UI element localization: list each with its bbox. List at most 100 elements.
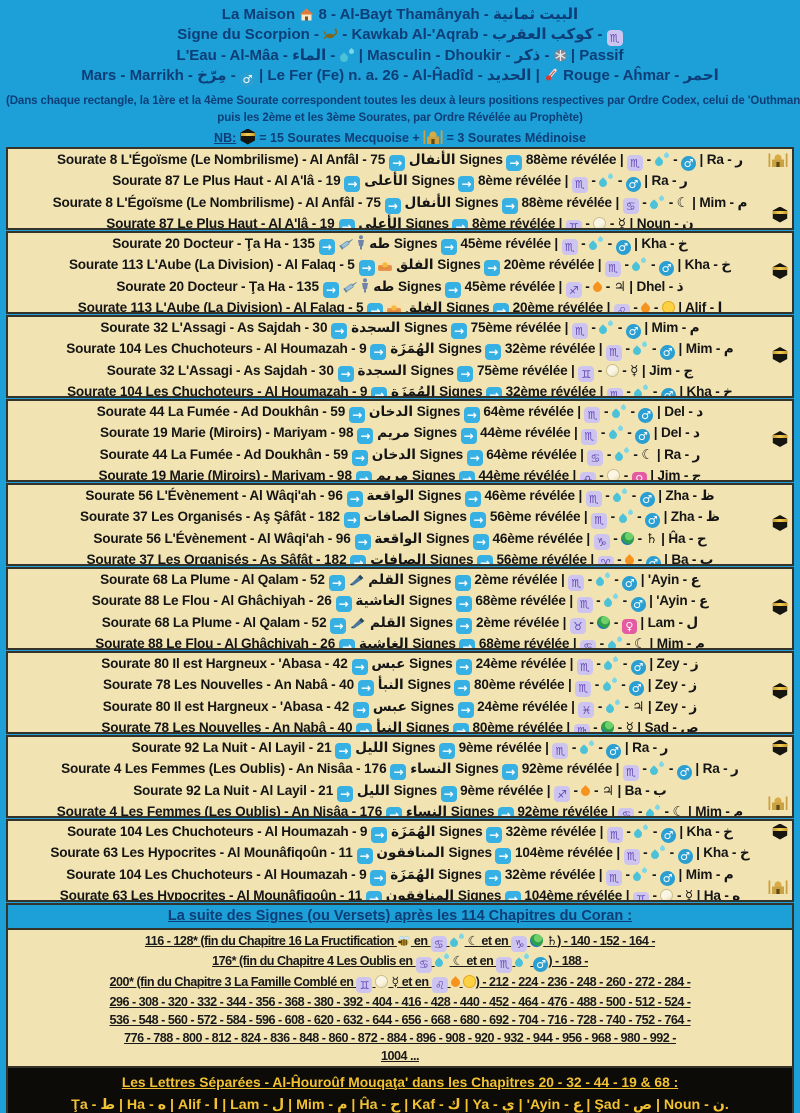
text-run: - bbox=[639, 845, 652, 860]
arrow-icon: → bbox=[493, 303, 510, 312]
earth-icon bbox=[597, 615, 611, 629]
corner-mosque-icon bbox=[768, 879, 788, 897]
letter-label: | Noun - ن bbox=[625, 216, 694, 230]
sourate-title: Sourate 4 Les Femmes (Les Oublis) - An N… bbox=[61, 761, 452, 776]
text-run: - bbox=[649, 823, 661, 839]
arrow-icon: → bbox=[349, 406, 366, 423]
zodiac-leo: ♌ bbox=[613, 303, 630, 312]
arrow-icon: → bbox=[464, 490, 481, 507]
arrow-icon: → bbox=[457, 701, 474, 718]
text-run: - bbox=[660, 804, 673, 818]
mars-icon: ♂ bbox=[622, 575, 638, 591]
arrow-icon: → bbox=[346, 490, 363, 507]
water-icon bbox=[615, 448, 630, 461]
numbers-block: 116 - 128* (fin du Chapitre 16 La Fructi… bbox=[6, 927, 794, 1068]
zodiac-scorpio: ♏ bbox=[623, 848, 640, 865]
text-run: - bbox=[649, 384, 661, 398]
mars-icon: ♂ bbox=[660, 827, 676, 843]
bee-icon bbox=[397, 935, 411, 947]
zodiac-gemini: ♊ bbox=[632, 891, 649, 900]
header-line-2: Signe du Scorpion - - Kawkab Al-'Aqrab -… bbox=[6, 25, 794, 46]
letter-label: | Jim - ج bbox=[638, 362, 694, 378]
revelee-order: 32ème révélée | bbox=[501, 866, 606, 882]
sourate-row: Sourate 37 Les Organisés - Aş Şâfât - ال… bbox=[8, 550, 792, 566]
arrow-icon: → bbox=[328, 574, 345, 591]
signes-count: 59 Signes bbox=[333, 446, 467, 462]
suite-band: La suite des Signes (ou Versets) après l… bbox=[6, 902, 794, 928]
revelee-order: 68ème révélée | bbox=[475, 636, 581, 650]
signes-count: 30 Signes bbox=[312, 319, 452, 335]
text-run: - bbox=[650, 300, 662, 314]
text-run: Signe du Scorpion - bbox=[177, 25, 324, 43]
mars-icon: ♂ bbox=[629, 681, 645, 696]
letter-label: | Ra - ر bbox=[695, 151, 744, 167]
signes-count: 5 Signes bbox=[356, 300, 494, 314]
sourate-row: Sourate 68 La Plume - Al Qalam - القلم →… bbox=[8, 570, 792, 591]
water-icon bbox=[340, 49, 355, 62]
text-run: - bbox=[621, 341, 634, 356]
letter-label: | Del - د bbox=[653, 403, 704, 419]
kaaba-icon bbox=[772, 823, 788, 840]
scorpion-icon bbox=[323, 27, 338, 41]
zodiac-pisces: ♓ bbox=[578, 702, 595, 718]
sourate-title: Sourate 19 Marie (Miroirs) - Mariyam - م… bbox=[98, 468, 409, 482]
mosque-icon bbox=[423, 129, 443, 144]
arrow-icon: → bbox=[356, 848, 373, 864]
arrow-icon: → bbox=[343, 512, 360, 528]
revelee-order: 45ème révélée | bbox=[456, 235, 562, 251]
sourate-row: Sourate 4 Les Femmes (Les Oublis) - An N… bbox=[8, 802, 792, 818]
underlined-label: NB: bbox=[214, 130, 237, 145]
letter-label: | Kha - خ bbox=[675, 823, 733, 839]
text-run: - bbox=[614, 319, 626, 335]
number-line-3: 200* (fin du Chapitre 3 La Famille Combl… bbox=[8, 973, 792, 993]
revelee-order: 20ème révélée | bbox=[509, 300, 614, 314]
arrow-icon: → bbox=[330, 617, 347, 634]
water-icon bbox=[599, 174, 614, 187]
water-icon bbox=[606, 700, 621, 713]
sourate-title: Sourate 37 Les Organisés - Aş Şâfât - ال… bbox=[80, 509, 420, 524]
water-icon bbox=[604, 594, 619, 607]
text-run: - bbox=[614, 720, 626, 734]
letter-label: | Zha - ظ bbox=[660, 509, 721, 524]
arrow-icon: → bbox=[337, 365, 354, 382]
signes-count: 42 Signes bbox=[334, 698, 458, 714]
arrow-icon: → bbox=[502, 764, 519, 780]
arrow-icon: → bbox=[451, 322, 468, 339]
sourate-title: Sourate 92 La Nuit - Al Layil - الليل bbox=[131, 739, 389, 755]
mars-icon: ♂ bbox=[680, 155, 696, 171]
zodiac-scorpio: ♏ bbox=[605, 870, 622, 886]
air-icon bbox=[660, 889, 674, 900]
sourate-row: Sourate 8 L'Égoïsme (Le Nombrilisme) - A… bbox=[8, 150, 792, 171]
mars-icon: ♂ bbox=[630, 659, 646, 675]
corner-kaaba-icon bbox=[772, 599, 788, 617]
zodiac-scorpio: ♏ bbox=[552, 743, 569, 759]
arrow-icon: → bbox=[335, 596, 352, 612]
jupiter-icon: ♃ bbox=[613, 278, 626, 295]
sourate-rectangles: Sourate 8 L'Égoïsme (Le Nombrilisme) - A… bbox=[6, 146, 794, 902]
revelee-order: 56ème révélée | bbox=[492, 552, 598, 566]
mars-icon: ♂ bbox=[625, 323, 641, 339]
revelee-order: 8ème révélée | bbox=[468, 216, 566, 230]
signes-count: 98 Signes bbox=[338, 425, 461, 440]
sourate-rectangle-5: Sourate 56 L'Évènement - Al Wâqi'ah - ال… bbox=[6, 482, 794, 566]
corner-kaaba-icon bbox=[772, 431, 788, 449]
text-run: - bbox=[638, 761, 651, 776]
letter-label: | 'Ayin - ع bbox=[645, 593, 709, 608]
sourate-title: Sourate 20 Docteur - Ţa Ha - طه bbox=[112, 235, 391, 251]
text-run: - bbox=[634, 552, 646, 566]
text-run: Rouge - Aĥmar - احمر bbox=[558, 66, 719, 84]
arrow-icon: → bbox=[350, 555, 367, 564]
text-run: - bbox=[617, 677, 630, 692]
sourate-row: Sourate 92 La Nuit - Al Layil - الليل → … bbox=[8, 738, 792, 759]
text-run: - bbox=[569, 782, 582, 798]
text-run: | Masculin - Dhoukir - ذكر - bbox=[354, 47, 554, 64]
text-run bbox=[236, 131, 239, 145]
text-run: - bbox=[673, 888, 685, 902]
arrow-icon: → bbox=[389, 154, 406, 171]
water-icon bbox=[613, 489, 628, 502]
text-run: - bbox=[648, 341, 660, 356]
signes-count: 52 Signes bbox=[309, 571, 455, 587]
water-icon bbox=[608, 637, 623, 648]
text-run: - bbox=[665, 761, 677, 776]
header-line-1: La Maison 8 - Al-Bayt Thamânyah - البيت … bbox=[6, 5, 794, 25]
